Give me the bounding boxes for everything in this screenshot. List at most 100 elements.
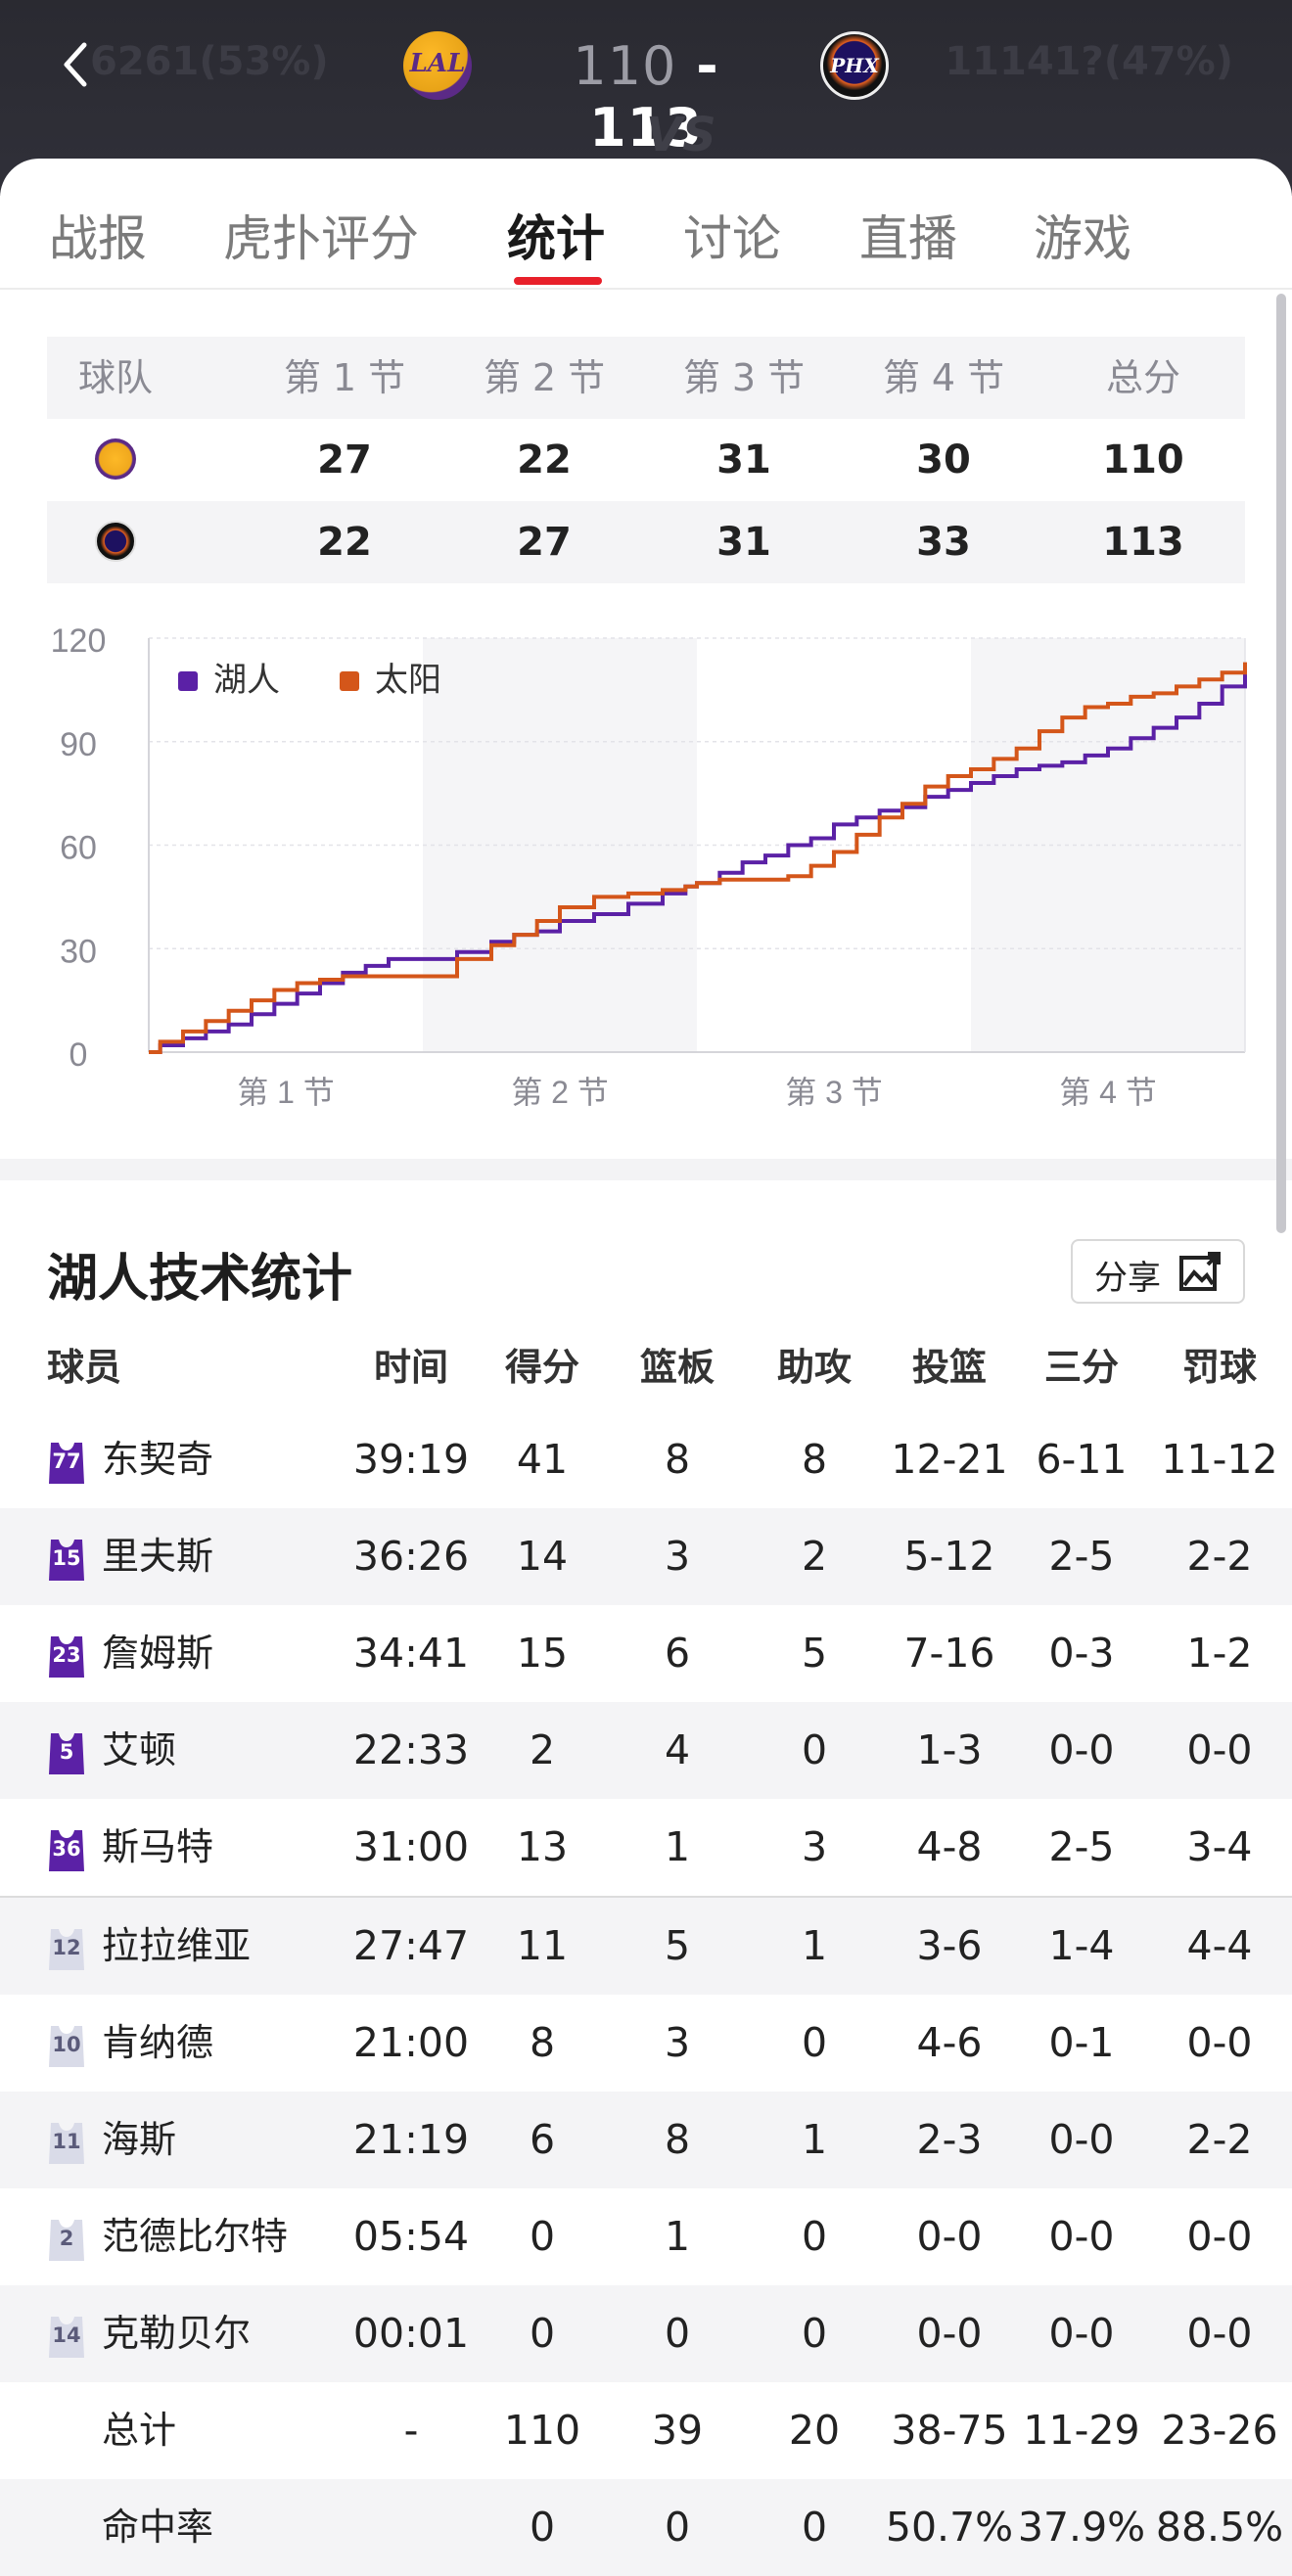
player-row[interactable]: 10 肯纳德 21:00 8 3 0 4-6 0-1 0-0 [0,1995,1292,2092]
free-throws-cell: 1-2 [1186,1630,1253,1677]
share-button[interactable]: 分享 [1071,1239,1245,1304]
y-tick-label: 60 [60,830,97,867]
jersey-icon: 36 [47,1824,86,1871]
tab-live[interactable]: 直播 [859,210,957,267]
player-row[interactable]: 15 里夫斯 36:26 14 3 2 5-12 2-5 2-2 [0,1508,1292,1605]
lakers-logo[interactable]: LAL [403,31,472,100]
player-row[interactable]: 23 詹姆斯 34:41 15 6 5 7-16 0-3 1-2 [0,1605,1292,1702]
player-name[interactable]: 海斯 [102,2118,177,2161]
player-row[interactable]: 2 范德比尔特 05:54 0 1 0 0-0 0-0 0-0 [0,2188,1292,2285]
player-row[interactable]: 36 斯马特 31:00 13 1 3 4-8 2-5 3-4 [0,1799,1292,1896]
game-score: 110 - 113 [538,35,754,159]
tab-games[interactable]: 游戏 [1034,210,1131,267]
field-goals-cell: 1-3 [916,1726,983,1773]
points-cell: 15 [516,1630,569,1677]
player-row[interactable]: 11 海斯 21:19 6 8 1 2-3 0-0 2-2 [0,2092,1292,2188]
player-row[interactable]: 77 东契奇 39:19 41 8 8 12-21 6-11 11-12 [0,1411,1292,1508]
jersey-number: 23 [52,1643,81,1667]
three-pointers-cell: 0-3 [1048,1630,1115,1677]
suns-score-line [149,662,1247,1054]
quarter-score-table: 球队 第 1 节 第 2 节 第 3 节 第 4 节 总分 27 22 31 3… [47,337,1245,583]
tab-ratings[interactable]: 虎扑评分 [223,210,419,267]
col-field-goals: 投篮 [911,1346,987,1389]
score-progression-chart: 0 30 60 90 120 第 1 节 第 2 节 第 3 节 第 4 节 湖人 太阳 [0,607,1292,1135]
three-pointers-cell: 2-5 [1048,1823,1115,1870]
player-row[interactable]: 5 艾顿 22:33 2 4 0 1-3 0-0 0-0 [0,1702,1292,1799]
score-cell: 22 [517,437,572,483]
free-throws-cell: 11-12 [1161,1436,1278,1483]
free-throws-cell: 0-0 [1186,2310,1253,2357]
tab-stats[interactable]: 统计 [507,210,605,267]
player-row[interactable]: 14 克勒贝尔 00:01 0 0 0 0-0 0-0 0-0 [0,2285,1292,2382]
assists-cell: 0 [801,2019,828,2066]
jersey-icon: 5 [47,1727,86,1774]
y-tick-label: 90 [60,726,97,763]
player-name[interactable]: 肯纳德 [102,2021,214,2064]
col-three-pointers: 三分 [1043,1346,1119,1389]
assists-cell: 20 [788,2407,841,2454]
header-q3: 第 3 节 [682,356,806,399]
free-throws-cell: 0-0 [1186,1726,1253,1773]
minutes-cell: 31:00 [352,1823,470,1870]
jersey-number: 15 [52,1546,81,1570]
player-name[interactable]: 克勒贝尔 [102,2312,252,2355]
rebounds-cell: 6 [664,1630,691,1677]
player-name[interactable]: 拉拉维亚 [102,1924,252,1967]
three-pointers-cell: 0-0 [1048,1726,1115,1773]
vs-watermark: VS [646,108,716,162]
jersey-number: 11 [52,2130,81,2153]
player-name[interactable]: 艾顿 [102,1728,177,1771]
player-name[interactable]: 范德比尔特 [102,2215,289,2258]
tab-report[interactable]: 战报 [49,210,147,267]
three-pointers-cell: 1-4 [1048,1922,1115,1969]
back-arrow-icon[interactable] [55,35,94,94]
jersey-icon: 12 [47,1923,86,1970]
col-rebounds: 篮板 [639,1346,715,1389]
suns-logo[interactable]: PHX [820,31,889,100]
player-name[interactable]: 斯马特 [102,1825,214,1868]
assists-cell: 3 [801,1823,828,1870]
three-pointers-cell: 0-0 [1048,2116,1115,2163]
col-minutes: 时间 [373,1346,448,1389]
score-cell: 27 [517,520,572,565]
tab-bar: 战报 虎扑评分 统计 讨论 直播 游戏 [0,159,1292,290]
minutes-cell: 36:26 [352,1533,470,1580]
scrollbar[interactable] [1276,294,1286,1233]
header-team: 球队 [77,356,153,399]
jersey-number: 10 [52,2033,81,2056]
minutes-cell: - [403,2407,419,2454]
player-name[interactable]: 詹姆斯 [102,1632,214,1675]
suns-mini-logo-cell [37,501,194,583]
player-row[interactable]: 12 拉拉维亚 27:47 11 5 1 3-6 1-4 4-4 [0,1896,1292,1995]
free-throws-cell: 88.5% [1155,2504,1284,2551]
free-throws-cell: 3-4 [1186,1823,1253,1870]
three-pointers-cell: 2-5 [1048,1533,1115,1580]
assists-cell: 0 [801,2310,828,2357]
header-q1: 第 1 节 [283,356,406,399]
x-tick-label: 第 3 节 [785,1075,883,1110]
player-name[interactable]: 东契奇 [102,1438,214,1481]
assists-cell: 8 [801,1436,828,1483]
suns-logo-text: PHX [830,54,879,77]
free-throws-cell: 0-0 [1186,2213,1253,2260]
free-throws-cell: 2-2 [1186,2116,1253,2163]
score-separator: - [676,35,719,97]
minutes-cell: 21:19 [352,2116,470,2163]
rebounds-cell: 8 [664,1436,691,1483]
assists-cell: 5 [801,1630,828,1677]
points-cell: 41 [516,1436,569,1483]
total-row: 总计 - 110 39 20 38-75 11-29 23-26 [0,2382,1292,2479]
lakers-mini-logo-cell [37,419,194,501]
assists-cell: 1 [801,1922,828,1969]
rebounds-cell: 39 [651,2407,704,2454]
jersey-number: 36 [52,1837,81,1861]
legend-label: 湖人 [213,662,280,699]
points-cell: 2 [529,1726,556,1773]
tab-discussion[interactable]: 讨论 [683,210,781,267]
field-goals-cell: 38-75 [891,2407,1008,2454]
legend-label: 太阳 [375,662,441,699]
assists-cell: 2 [801,1533,828,1580]
y-tick-label: 120 [51,622,107,660]
field-goals-cell: 3-6 [916,1922,983,1969]
player-name[interactable]: 里夫斯 [102,1535,214,1578]
